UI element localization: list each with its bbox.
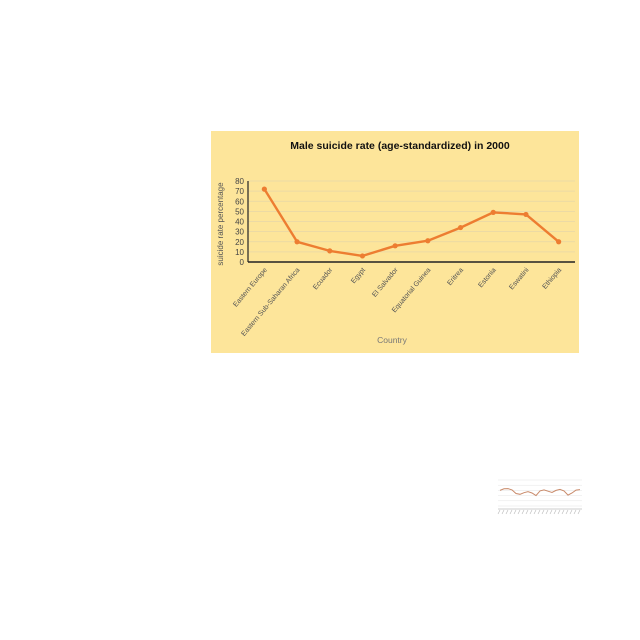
data-point bbox=[457, 224, 464, 231]
x-tick-label: Eastern Sub-Saharan Africa bbox=[240, 267, 301, 338]
thumbnail-x-tick bbox=[565, 509, 569, 515]
thumbnail-x-tick bbox=[529, 509, 533, 515]
y-tick-label: 50 bbox=[235, 207, 244, 216]
y-tick-label: 30 bbox=[235, 228, 244, 237]
x-tick-label: Eastern Europe bbox=[232, 267, 269, 309]
thumbnail-x-tick bbox=[521, 509, 525, 515]
data-point bbox=[294, 239, 300, 245]
data-point bbox=[392, 243, 398, 249]
y-tick-label: 40 bbox=[235, 218, 244, 227]
data-point bbox=[261, 186, 267, 192]
thumbnail-x-tick bbox=[557, 509, 561, 515]
thumbnail-x-tick bbox=[577, 509, 581, 515]
data-point bbox=[490, 209, 496, 215]
y-tick-label: 60 bbox=[235, 197, 244, 206]
y-tick-label: 0 bbox=[240, 258, 245, 267]
y-axis-label: suicide rate percentage bbox=[216, 182, 225, 266]
thumbnail-series-line bbox=[499, 488, 581, 497]
data-point bbox=[327, 248, 333, 254]
thumbnail-line-chart bbox=[497, 479, 582, 515]
thumbnail-x-tick bbox=[509, 509, 513, 515]
thumbnail-x-tick bbox=[541, 509, 545, 515]
y-tick-label: 20 bbox=[235, 238, 244, 247]
thumbnail-x-tick bbox=[537, 509, 541, 515]
x-tick-label: Egypt bbox=[350, 267, 367, 285]
main-line-chart: Male suicide rate (age-standardized) in … bbox=[216, 140, 575, 345]
y-tick-label: 70 bbox=[235, 187, 244, 196]
data-point bbox=[556, 239, 562, 245]
thumbnail-x-ticks bbox=[497, 509, 581, 515]
thumbnail-x-tick bbox=[545, 509, 549, 515]
thumbnail-x-tick bbox=[533, 509, 537, 515]
x-axis-label: Country bbox=[377, 335, 408, 345]
y-tick-label: 10 bbox=[235, 248, 244, 257]
thumbnail-x-tick bbox=[561, 509, 565, 515]
thumbnail-x-tick bbox=[505, 509, 509, 515]
thumbnail-x-tick bbox=[517, 509, 521, 515]
thumbnail-x-tick bbox=[549, 509, 553, 515]
thumbnail-gridlines bbox=[498, 479, 582, 507]
series-line bbox=[263, 187, 560, 258]
x-tick-label: El Salvador bbox=[371, 266, 400, 298]
data-point bbox=[359, 253, 366, 259]
thumbnail-x-tick bbox=[513, 509, 517, 515]
thumbnail-x-tick bbox=[525, 509, 529, 515]
chart-title: Male suicide rate (age-standardized) in … bbox=[290, 140, 510, 152]
x-tick-label: Ecuador bbox=[312, 266, 335, 291]
gridlines bbox=[248, 180, 575, 253]
x-tick-label: Estonia bbox=[477, 267, 497, 289]
data-point bbox=[523, 211, 529, 218]
thumbnail-x-tick bbox=[497, 509, 501, 515]
main-chart-card: Male suicide rate (age-standardized) in … bbox=[211, 131, 579, 353]
x-tick-label: Ethiopia bbox=[542, 267, 564, 291]
series-markers bbox=[261, 186, 562, 259]
thumbnail-x-tick bbox=[573, 509, 577, 515]
y-tick-label: 80 bbox=[235, 177, 244, 186]
x-tick-label: Eritrea bbox=[446, 267, 465, 287]
thumbnail-chart-card bbox=[486, 472, 584, 526]
data-point bbox=[425, 238, 431, 244]
thumbnail-x-tick bbox=[569, 509, 573, 515]
thumbnail-x-tick bbox=[501, 509, 505, 515]
thumbnail-x-tick bbox=[553, 509, 557, 515]
x-tick-label: Eswatini bbox=[508, 266, 530, 291]
